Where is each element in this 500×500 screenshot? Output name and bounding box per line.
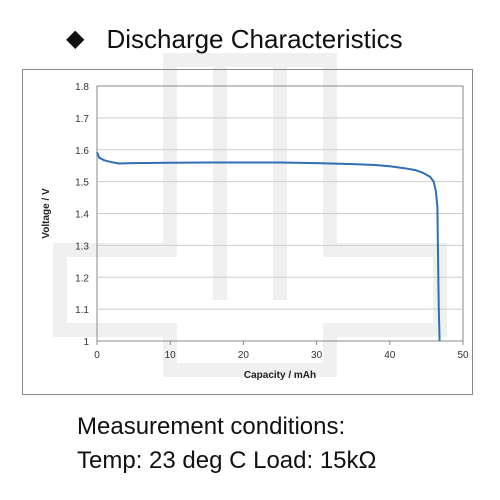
y-tick-label: 1.7: [75, 114, 89, 125]
y-tick-label: 1.4: [75, 210, 89, 221]
measurement-conditions-heading: Measurement conditions:: [77, 413, 346, 440]
plot-area: [96, 85, 464, 342]
x-axis-label: Capacity / mAh: [244, 370, 316, 381]
x-tick-label: 30: [311, 350, 323, 361]
y-tick-label: 1.8: [75, 82, 89, 93]
x-tick-label: 10: [165, 350, 177, 361]
x-tick-label: 20: [238, 350, 250, 361]
diamond-bullet-icon: ◆: [66, 25, 85, 52]
y-tick-label: 1.5: [75, 178, 89, 189]
y-tick-label: 1.3: [75, 241, 89, 252]
y-tick-label: 1: [83, 337, 89, 348]
measurement-conditions-values: Temp: 23 deg C Load: 15kΩ: [77, 447, 377, 474]
discharge-chart: 1 1.1 1.2 1.3 1.4 1.5 1.6 1.7 1.8 0 10 20 30 40 50 Capa…: [41, 82, 469, 381]
series-line-discharge: [96, 151, 441, 342]
x-tick-label: 0: [94, 350, 100, 361]
y-tick-label: 1.1: [75, 305, 89, 316]
y-tick-label: 1.6: [75, 146, 89, 157]
y-axis-label: Voltage / V: [41, 188, 52, 239]
page-title: Discharge Characteristics: [106, 24, 403, 54]
chart-header: ◆ Discharge Characteristics: [66, 24, 403, 54]
chart-frame: 1 1.1 1.2 1.3 1.4 1.5 1.6 1.7 1.8 0 10 20 30 40 50 Capa…: [22, 69, 473, 395]
x-tick-label: 50: [457, 350, 469, 361]
y-tick-label: 1.2: [75, 273, 89, 284]
x-tick-label: 40: [384, 350, 396, 361]
